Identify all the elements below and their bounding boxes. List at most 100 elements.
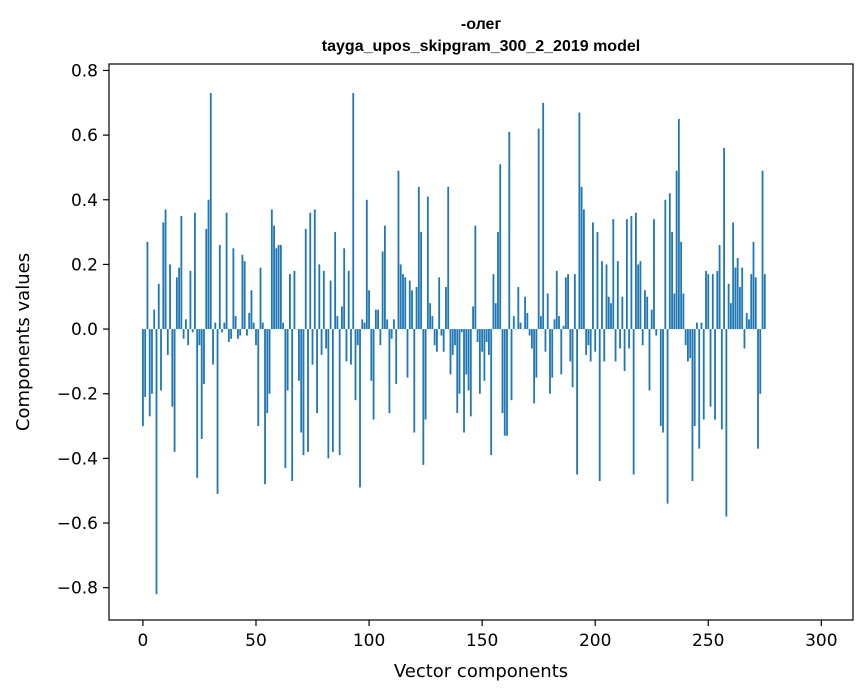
bar <box>558 316 560 330</box>
bar <box>562 325 565 330</box>
bar <box>203 329 205 385</box>
bar <box>702 329 705 420</box>
bar <box>662 329 664 433</box>
bar <box>555 270 558 330</box>
plot-area-frame <box>108 63 854 621</box>
bar <box>160 329 162 391</box>
bar <box>612 219 615 330</box>
bar <box>370 329 373 381</box>
bar <box>741 267 744 330</box>
y-tick-label: −0.6 <box>57 514 98 534</box>
bar <box>705 270 707 330</box>
bar <box>748 319 750 330</box>
bar <box>221 329 223 333</box>
bar <box>329 280 332 330</box>
bar <box>289 274 291 330</box>
bar <box>356 329 359 346</box>
bar <box>300 329 303 433</box>
bar <box>598 329 601 481</box>
bar <box>691 329 694 481</box>
bar <box>650 309 653 330</box>
bar <box>454 329 456 346</box>
bar <box>153 309 156 330</box>
bar <box>241 254 244 330</box>
bar <box>171 329 174 407</box>
bar <box>759 329 762 394</box>
bar <box>488 329 490 355</box>
bar <box>564 277 567 330</box>
bar <box>456 329 459 414</box>
bar <box>499 164 502 330</box>
bar <box>625 219 628 330</box>
bar <box>234 316 237 330</box>
bar <box>440 329 443 336</box>
bar <box>542 102 545 330</box>
bar <box>465 329 468 375</box>
bar <box>675 170 678 330</box>
bar <box>388 329 391 414</box>
bar <box>368 290 370 330</box>
bar <box>189 270 192 330</box>
bar <box>578 112 581 330</box>
bar <box>677 118 680 330</box>
bar <box>739 287 741 330</box>
bar <box>537 128 540 330</box>
bar <box>472 306 474 330</box>
bar <box>709 329 712 407</box>
bar <box>261 322 264 330</box>
bar <box>255 329 257 346</box>
y-tick-label: 0.2 <box>71 255 98 275</box>
bar <box>320 329 323 355</box>
bar <box>175 277 178 330</box>
bar <box>544 329 547 352</box>
bar <box>589 329 592 362</box>
bar <box>264 329 266 485</box>
bar <box>530 329 533 349</box>
bar <box>438 277 441 330</box>
bar <box>191 329 194 333</box>
bar <box>732 222 735 330</box>
bar <box>743 329 746 349</box>
bar <box>567 274 569 330</box>
bar <box>422 329 425 465</box>
bar <box>673 293 676 330</box>
bar <box>723 148 726 330</box>
bar <box>365 199 368 330</box>
bar <box>528 329 531 336</box>
bar <box>216 329 219 494</box>
bar <box>754 277 757 330</box>
bar <box>497 232 499 330</box>
bar <box>653 219 655 330</box>
bar <box>610 303 612 330</box>
bar <box>698 329 701 449</box>
bar <box>594 329 597 352</box>
bar <box>449 329 452 375</box>
bar <box>474 225 477 330</box>
bar <box>273 225 275 330</box>
bar <box>239 329 242 336</box>
bar <box>553 319 556 330</box>
bar <box>524 296 526 330</box>
bar <box>635 212 637 330</box>
bar <box>250 290 253 330</box>
bar <box>198 329 201 346</box>
bar <box>377 309 380 330</box>
bar <box>763 274 766 330</box>
bar <box>196 329 199 478</box>
bar <box>569 329 572 362</box>
bar <box>270 209 273 330</box>
bar <box>494 303 497 330</box>
bar <box>194 212 196 330</box>
bar <box>307 329 309 452</box>
bar <box>752 241 755 330</box>
bar <box>481 329 484 352</box>
bar <box>257 329 260 427</box>
bar <box>551 329 554 378</box>
bar <box>246 329 248 336</box>
bar <box>298 329 300 381</box>
bar <box>237 329 239 339</box>
chart-title-line1: -олег <box>461 16 502 33</box>
bar <box>180 215 183 330</box>
y-tick-label: −0.8 <box>57 579 98 599</box>
bar <box>745 312 748 330</box>
